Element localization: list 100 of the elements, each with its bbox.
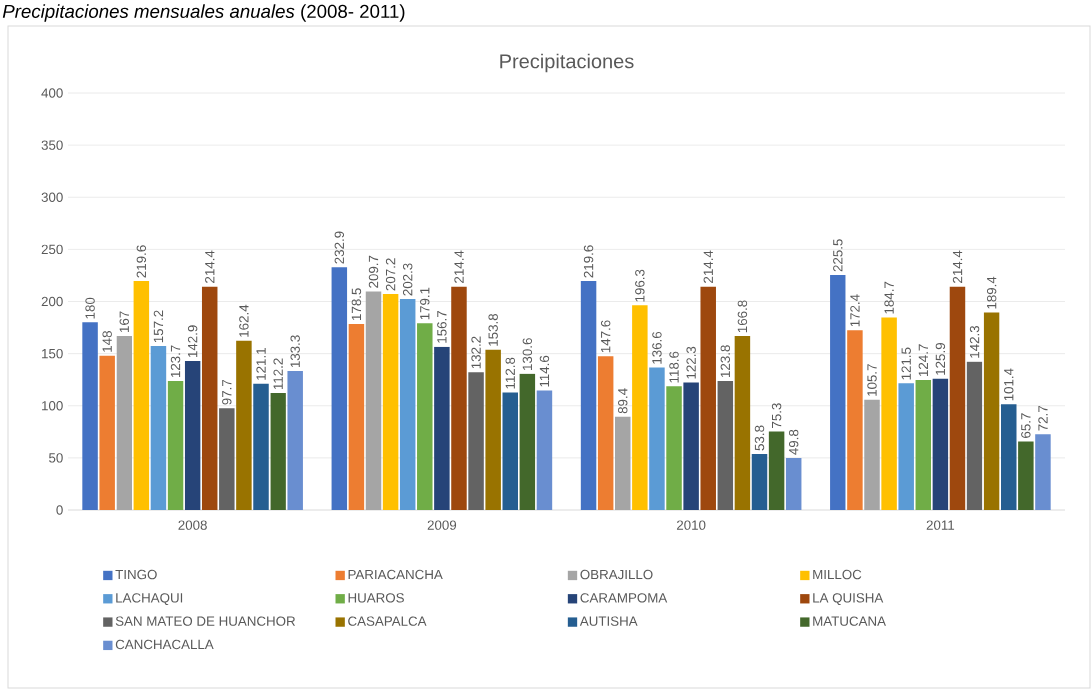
data-label: 125.9	[935, 343, 946, 375]
bar	[184, 361, 201, 510]
bar	[700, 286, 716, 510]
data-label: 157.2	[153, 310, 164, 343]
bar	[468, 372, 484, 510]
legend-label: PARIACANCHA	[348, 569, 443, 580]
bar	[717, 380, 734, 510]
bar	[485, 349, 501, 510]
data-label: 105.7	[867, 364, 877, 396]
data-label: 97.7	[222, 379, 232, 405]
legend-label: CARAMPOMA	[580, 593, 668, 603]
data-label: 196.3	[635, 269, 645, 302]
data-label: 179.1	[420, 287, 430, 320]
bar	[502, 392, 518, 510]
data-label: 225.5	[833, 239, 843, 272]
data-label: 189.4	[986, 276, 997, 309]
bar	[580, 281, 597, 510]
data-label: 207.2	[385, 258, 396, 291]
bar	[536, 390, 553, 510]
data-label: 121.5	[901, 347, 911, 380]
data-label: 121.1	[256, 348, 266, 380]
data-label: 123.7	[170, 345, 181, 378]
bar	[270, 393, 286, 510]
data-label: 202.3	[402, 263, 413, 296]
data-label: 123.8	[720, 345, 731, 377]
bar	[864, 399, 880, 510]
bar	[82, 322, 98, 510]
bar	[1035, 434, 1051, 510]
y-tick-label: 350	[41, 140, 63, 150]
data-label: 132.2	[471, 336, 481, 369]
y-tick-label: 100	[42, 401, 63, 411]
data-label: 214.4	[952, 250, 963, 283]
data-label: 65.7	[1021, 413, 1031, 438]
data-label: 153.8	[488, 313, 498, 346]
y-tick-label: 300	[41, 192, 63, 202]
bar	[949, 286, 966, 510]
data-label: 89.4	[618, 388, 628, 414]
bar	[898, 383, 914, 510]
legend-label: CASAPALCA	[348, 616, 427, 626]
x-tick-label: 2010	[676, 520, 706, 530]
bar	[1018, 441, 1034, 510]
data-label: 136.6	[652, 331, 662, 364]
legend-label: MATUCANA	[813, 616, 886, 626]
bar	[768, 431, 785, 510]
bar	[683, 382, 699, 510]
data-label: 219.6	[583, 245, 594, 278]
data-label: 114.6	[539, 355, 550, 387]
bar	[219, 408, 235, 510]
legend-label: OBRAJILLO	[580, 569, 653, 580]
y-tick-label: 50	[49, 453, 63, 463]
bar	[632, 305, 648, 510]
data-label: 75.3	[771, 403, 782, 428]
data-label: 232.9	[334, 231, 345, 264]
data-label: 219.6	[136, 245, 147, 278]
bar	[348, 323, 365, 510]
bar	[365, 291, 382, 510]
legend-label: AUTISHA	[579, 616, 638, 626]
bar	[932, 378, 949, 510]
legend-label: HUAROS	[348, 593, 404, 603]
bar	[649, 367, 665, 510]
bar	[830, 274, 846, 510]
data-label: 178.5	[351, 288, 362, 320]
bar	[847, 330, 863, 510]
chart-title: Precipitaciones	[500, 53, 634, 73]
text: Precipitaciones mensuales anuales (2008- 2011)	[2, 4, 405, 22]
bar	[597, 356, 614, 510]
data-label: 184.7	[884, 281, 894, 314]
bar	[150, 346, 167, 510]
data-label: 133.3	[290, 335, 300, 368]
data-label: 53.8	[754, 425, 765, 451]
y-tick-label: 0	[56, 505, 63, 515]
bar	[434, 346, 450, 510]
data-label: 172.4	[850, 294, 860, 327]
x-tick-label: 2011	[926, 520, 955, 530]
data-label: 72.7	[1038, 405, 1048, 431]
legend-label: SAN MATEO DE HUANCHOR	[115, 616, 296, 626]
bar	[983, 312, 1000, 510]
bar	[785, 458, 802, 510]
data-label: 166.8	[737, 300, 748, 333]
bar	[519, 373, 536, 510]
data-label: 162.4	[239, 304, 249, 337]
y-tick-label: 200	[41, 296, 63, 307]
legend-label: MILLOC	[813, 569, 862, 580]
data-label: 214.4	[703, 250, 713, 283]
legend-label: LA QUISHA	[813, 593, 884, 605]
bar	[167, 381, 184, 510]
bar	[201, 286, 218, 510]
data-label: 148	[102, 331, 112, 352]
y-tick-label: 150	[42, 348, 63, 359]
bar	[451, 286, 467, 510]
bar	[666, 386, 682, 510]
legend-label: CANCHACALLA	[115, 639, 214, 650]
bar	[253, 383, 269, 510]
x-tick-label: 2008	[178, 520, 207, 530]
bar	[236, 340, 252, 510]
bar	[734, 336, 751, 510]
legend-label: TINGO	[115, 569, 157, 580]
bar	[417, 323, 433, 510]
bar	[287, 371, 303, 510]
y-tick-label: 400	[41, 88, 63, 98]
